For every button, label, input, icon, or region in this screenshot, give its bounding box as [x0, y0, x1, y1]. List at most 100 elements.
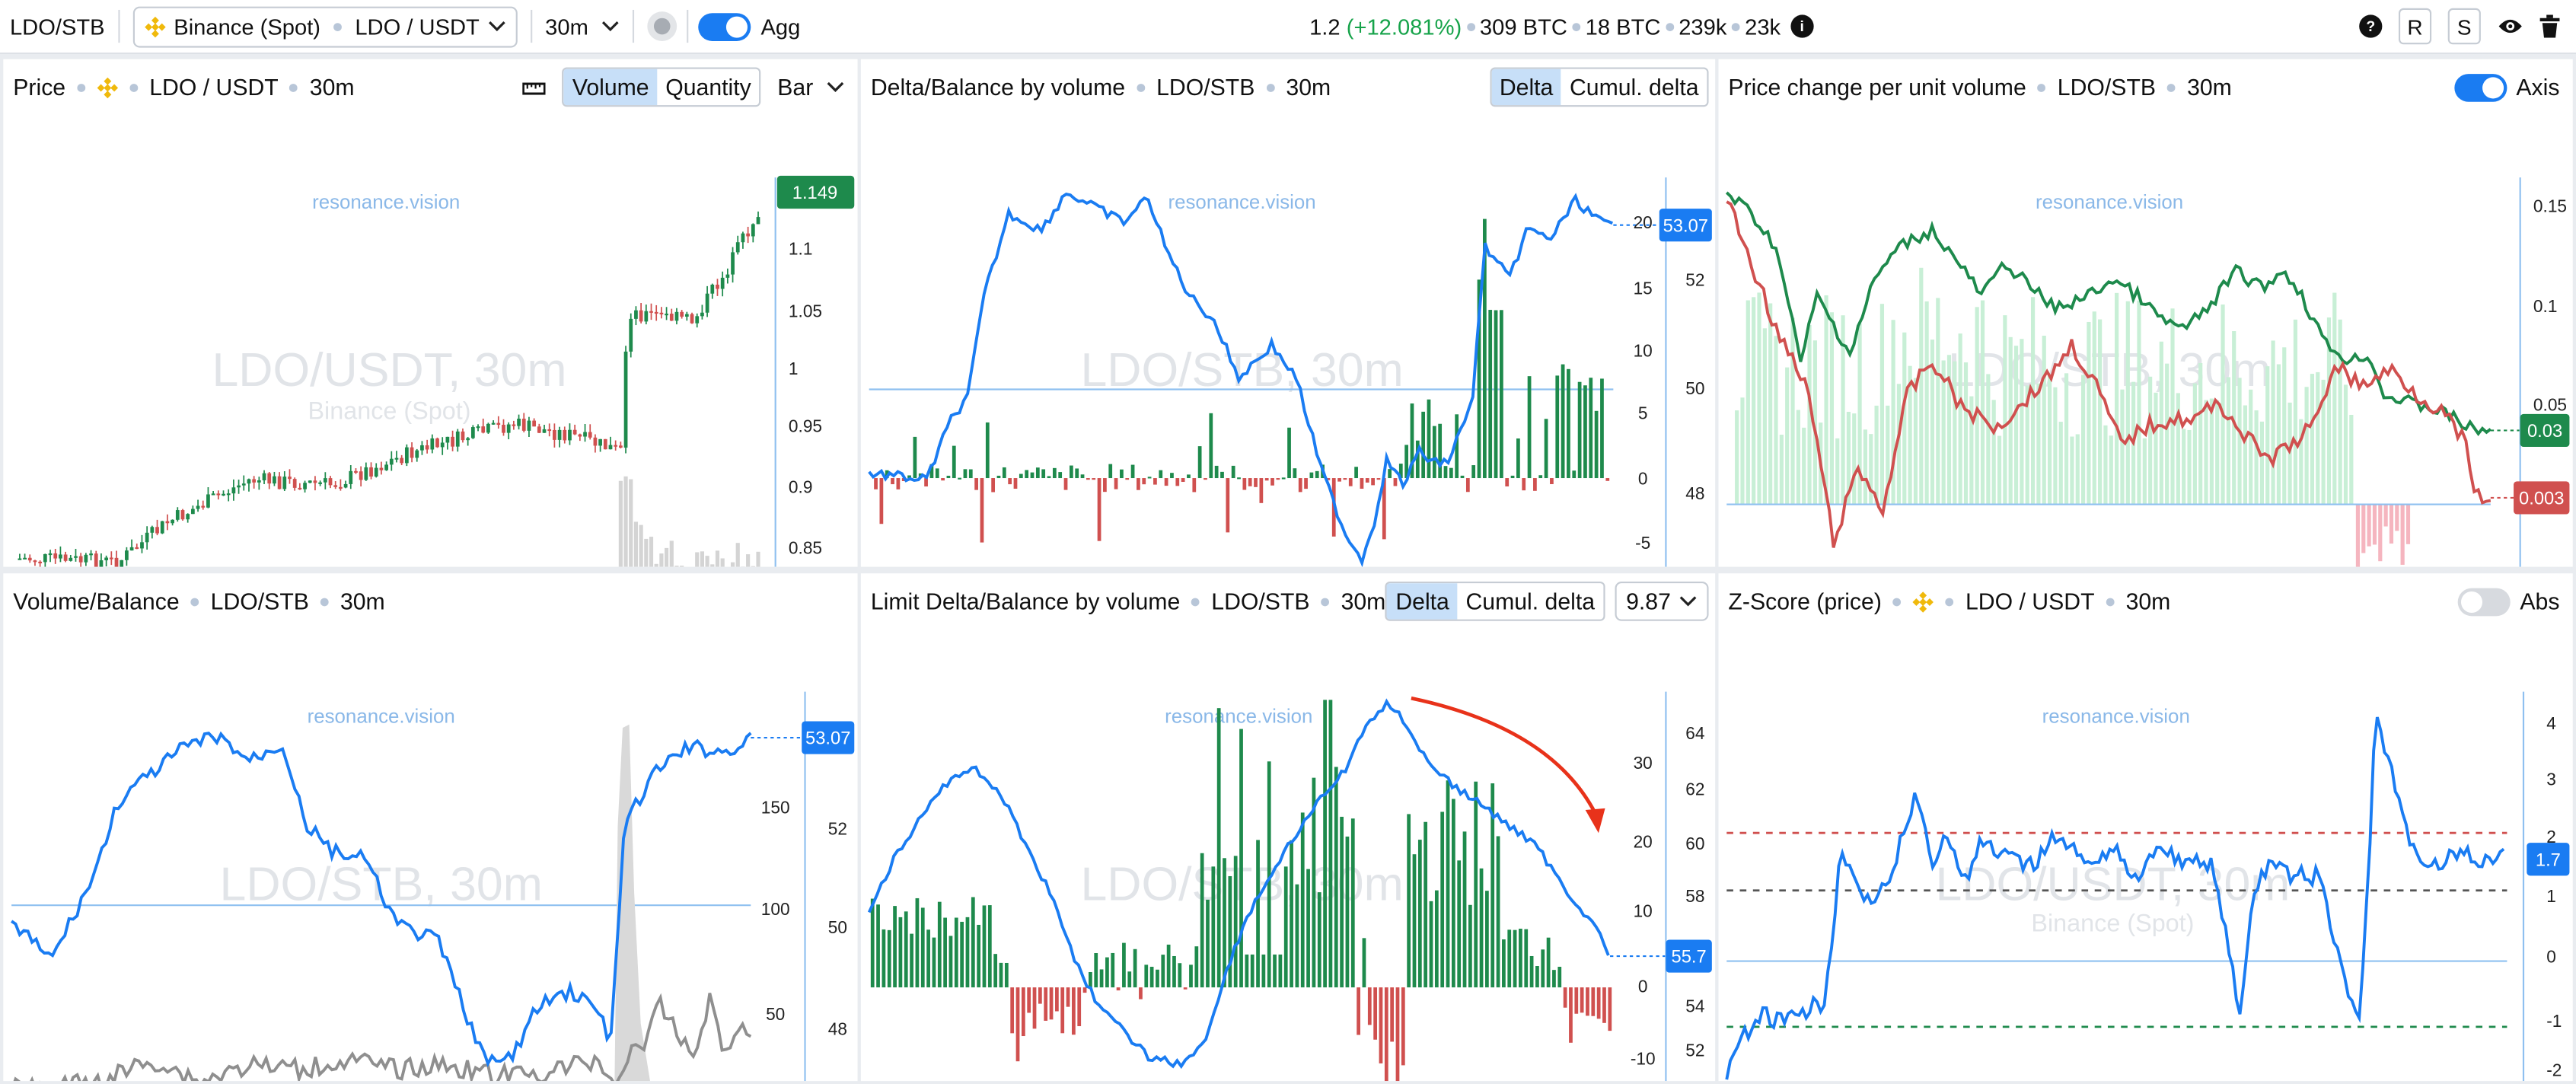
candle-body	[114, 557, 119, 567]
candle-body	[583, 432, 587, 437]
agg-toggle[interactable]	[698, 12, 751, 40]
volume-option[interactable]: Volume	[564, 69, 658, 106]
top-toolbar: LDO/STB Binance (Spot) LDO / USDT 30m Ag…	[0, 0, 2576, 55]
limit-delta-bar	[1267, 761, 1271, 988]
candle-body	[288, 477, 292, 480]
candle-body	[537, 426, 541, 433]
candle-body	[206, 494, 210, 508]
ratio-bar	[1835, 438, 1840, 505]
price-chart-area[interactable]: resonance.vision LDO/USDT, 30m Binance (…	[3, 115, 857, 567]
delta-mode-toggle: Delta Cumul. delta	[1385, 582, 1605, 621]
dot-separator	[190, 597, 199, 606]
background-title: LDO/STB, 30m	[1948, 343, 2271, 397]
delta-bars	[874, 218, 1610, 543]
delta-bar	[1030, 472, 1035, 479]
eye-icon[interactable]	[2497, 17, 2523, 37]
delta-bar	[1164, 478, 1168, 486]
candle-body	[364, 467, 368, 480]
ratio-bar	[2299, 419, 2303, 505]
ruler-icon[interactable]	[523, 80, 547, 94]
ratio-bar	[2198, 362, 2203, 505]
limit-delta-bar	[1060, 987, 1065, 1034]
limit-delta-bar	[1089, 971, 1092, 988]
y-axis-ticks-left: 150 100 50	[761, 797, 790, 1024]
ratio-bar	[1991, 400, 1996, 505]
ratio-bar	[1774, 336, 1778, 505]
limit-delta-bar	[1557, 966, 1562, 988]
limit-delta-bar	[1027, 987, 1031, 1013]
volume-bar	[664, 547, 669, 567]
delta-chart-area[interactable]: resonance.vision LDO/STB, 30m 20 15 10 5 0 -5…	[861, 115, 1715, 567]
ratio-bar	[1913, 378, 1918, 505]
delta-bar	[941, 478, 945, 481]
abs-toggle[interactable]	[2457, 587, 2511, 616]
ratio-bar	[2087, 321, 2091, 505]
delta-bar	[1415, 440, 1420, 479]
ratio-bar	[2047, 376, 2052, 505]
ratio-bar	[1941, 360, 1946, 505]
candle-body	[476, 426, 480, 429]
r-button[interactable]: R	[2398, 8, 2432, 45]
s-button[interactable]: S	[2447, 8, 2481, 45]
exchange-symbol-select[interactable]: Binance (Spot) LDO / USDT	[132, 5, 518, 47]
delta-bar	[1063, 478, 1068, 490]
ratio-bar	[1846, 411, 1851, 505]
price-change-chart[interactable]: resonance.vision LDO/STB, 30m 0.15 0.1 0.0…	[1718, 115, 2572, 567]
delta-bar	[1130, 464, 1135, 479]
binance-icon	[97, 76, 118, 98]
divider	[633, 9, 635, 43]
record-icon[interactable]	[647, 11, 677, 41]
delta-chart[interactable]: resonance.vision LDO/STB, 30m 20151050-5…	[861, 115, 1715, 567]
chart-type-select[interactable]: Bar	[777, 74, 844, 100]
candle-body	[23, 557, 27, 560]
delta-bar	[1075, 468, 1079, 479]
cumul-delta-option[interactable]: Cumul. delta	[1569, 74, 1699, 100]
panel-header: Volume/Balance LDO/STB 30m	[3, 573, 857, 629]
candle-body	[69, 557, 73, 561]
delta-bar	[1572, 470, 1577, 479]
axis-toggle[interactable]	[2453, 73, 2507, 101]
delta-bar	[1254, 478, 1258, 487]
candle-body	[629, 318, 633, 352]
candle-body	[684, 314, 689, 317]
candle-body	[273, 476, 276, 484]
volume-balance-chart[interactable]: resonance.vision LDO/STB, 30m 150 100 50 5…	[3, 630, 857, 1082]
y-tick-label: 52	[1685, 270, 1704, 290]
limit-delta-chart[interactable]: resonance.vision LDO/STB, 30m 3020100-10…	[861, 630, 1715, 1082]
zscore-chart-area[interactable]: resonance.vision LDO/USDT, 30m Binance (…	[1718, 630, 2572, 1082]
volume-bar	[649, 537, 654, 567]
price-change-chart-area[interactable]: resonance.vision LDO/STB, 30m 0.15 0.1 0.0…	[1718, 115, 2572, 567]
volume-bar	[618, 480, 623, 567]
last-price-label: 1.149	[792, 183, 837, 203]
last-price-badge	[776, 175, 855, 209]
interval-select[interactable]: 30m	[545, 14, 620, 39]
candle-body	[343, 483, 348, 488]
delta-option[interactable]: Delta	[1491, 69, 1562, 106]
limit-delta-chart-area[interactable]: resonance.vision LDO/STB, 30m 30 20 10 0 -10…	[861, 630, 1715, 1082]
delta-bar	[913, 436, 917, 479]
zscore-chart[interactable]: resonance.vision LDO/USDT, 30m Binance (…	[1718, 630, 2572, 1082]
trash-icon[interactable]	[2539, 14, 2560, 38]
quantity-option[interactable]: Quantity	[665, 74, 751, 100]
watermark: resonance.vision	[1165, 706, 1312, 728]
background-title: LDO/STB, 30m	[220, 858, 543, 911]
info-icon[interactable]: i	[1790, 14, 1814, 38]
help-icon[interactable]: ?	[2359, 14, 2383, 38]
candle-body	[400, 458, 404, 464]
volume-balance-chart-area[interactable]: resonance.vision LDO/STB, 30m 150 100 50 5…	[3, 630, 857, 1082]
delta-option[interactable]: Delta	[1387, 583, 1458, 620]
limit-value-select[interactable]: 9.87	[1614, 582, 1709, 621]
ratio-bar	[2042, 335, 2046, 505]
delta-bar	[1142, 478, 1146, 485]
candle-body	[27, 557, 32, 561]
delta-bar	[1460, 475, 1465, 479]
cumul-delta-option[interactable]: Cumul. delta	[1465, 588, 1596, 615]
ratio-bar	[1841, 315, 1845, 505]
price-chart[interactable]: resonance.vision LDO/USDT, 30m Binance (…	[3, 115, 857, 567]
candle-body	[318, 482, 323, 484]
ratio-bar	[2209, 398, 2214, 505]
candle-body	[359, 471, 363, 480]
panel-interval: 30m	[2125, 588, 2171, 615]
y-axis-ticks: 0.150.10.050	[2533, 196, 2567, 515]
last-value-badge	[1659, 209, 1712, 242]
